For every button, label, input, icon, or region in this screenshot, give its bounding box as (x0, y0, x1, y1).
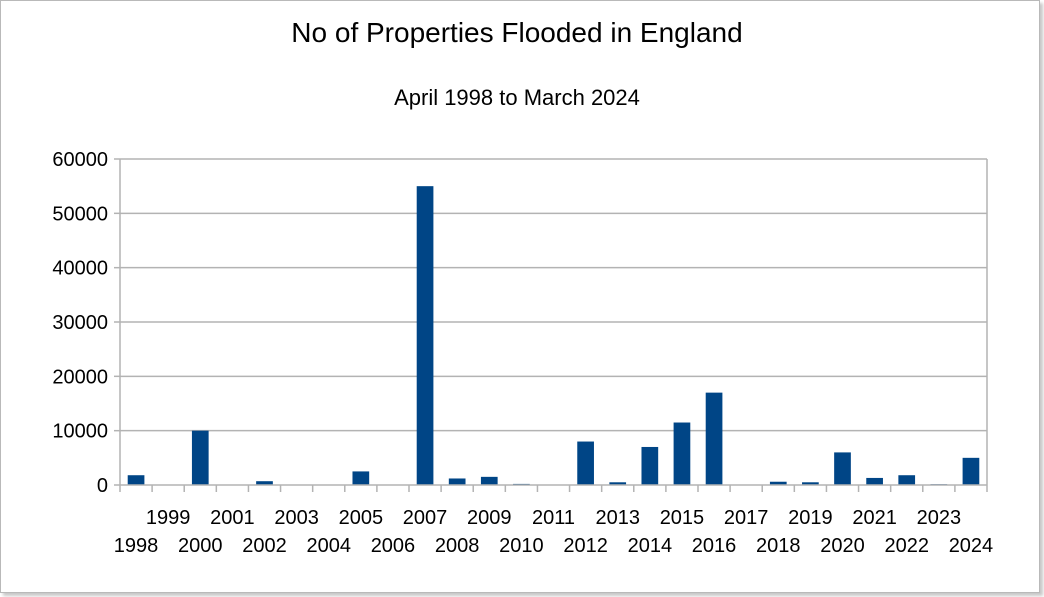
x-tick-label-1999: 1999 (146, 507, 191, 529)
x-tick-label-2015: 2015 (660, 507, 705, 529)
x-tick-label-2002: 2002 (242, 535, 287, 557)
x-tick-label-2000: 2000 (178, 535, 223, 557)
x-tick-label-2003: 2003 (274, 507, 319, 529)
bar-2022 (898, 475, 916, 485)
x-tick-label-2013: 2013 (595, 507, 640, 529)
x-tick-label-2009: 2009 (467, 507, 512, 529)
grid-lines (120, 158, 987, 432)
bar-2007 (416, 186, 434, 485)
axes (114, 158, 988, 492)
y-tick-labels: 0 10000 20000 30000 40000 50000 60000 (52, 149, 108, 497)
x-tick-label-2005: 2005 (339, 507, 384, 529)
x-tick-label-2022: 2022 (884, 535, 929, 557)
x-tick-label-2020: 2020 (820, 535, 865, 557)
chart-subtitle: April 1998 to March 2024 (394, 85, 640, 110)
x-tick-label-2018: 2018 (756, 535, 801, 557)
x-tick-label-2012: 2012 (563, 535, 608, 557)
bar-2016 (705, 392, 723, 485)
chart-title: No of Properties Flooded in England (291, 17, 742, 48)
y-tick-label: 0 (97, 475, 108, 497)
bar-2021 (866, 477, 883, 485)
bar-2014 (641, 446, 659, 485)
bar-2019 (802, 482, 819, 485)
bar-2024 (962, 457, 980, 485)
x-tick-label-2004: 2004 (306, 535, 351, 557)
bar-2000 (191, 430, 209, 485)
bar-2002 (256, 481, 273, 485)
bar-2015 (673, 422, 691, 485)
bar-2009 (480, 476, 498, 485)
x-tick-labels: 1998 1999 2000 2001 2002 2003 2004 2005 2006 2007… (114, 507, 993, 557)
y-tick-label: 40000 (52, 258, 108, 280)
x-tick-label-2016: 2016 (692, 535, 737, 557)
x-tick-label-2019: 2019 (788, 507, 833, 529)
bar-2005 (352, 471, 370, 485)
x-tick-label-2001: 2001 (210, 507, 255, 529)
bar-1998 (127, 475, 145, 485)
x-tick-label-2007: 2007 (403, 507, 448, 529)
x-tick-label-2024: 2024 (949, 535, 994, 557)
y-tick-label: 50000 (52, 203, 108, 225)
bar-2008 (448, 478, 466, 485)
bars (127, 186, 980, 485)
bar-2018 (769, 481, 787, 485)
x-tick-label-2006: 2006 (371, 535, 416, 557)
bar-2012 (577, 441, 594, 485)
x-tick-label-2010: 2010 (499, 535, 544, 557)
y-tick-label: 60000 (52, 149, 108, 171)
x-tick-label-2011: 2011 (532, 507, 575, 529)
x-tick-label-2023: 2023 (917, 507, 962, 529)
bar-2013 (609, 482, 627, 485)
x-tick-label-2021: 2021 (852, 507, 897, 529)
x-tick-label-2008: 2008 (435, 535, 480, 557)
x-tick-label-1998: 1998 (114, 535, 159, 557)
y-tick-label: 20000 (52, 366, 108, 388)
y-tick-label: 30000 (52, 312, 108, 334)
bar-2020 (834, 452, 851, 485)
y-tick-label: 10000 (52, 421, 108, 443)
x-tick-label-2017: 2017 (724, 507, 769, 529)
x-tick-label-2014: 2014 (628, 535, 673, 557)
